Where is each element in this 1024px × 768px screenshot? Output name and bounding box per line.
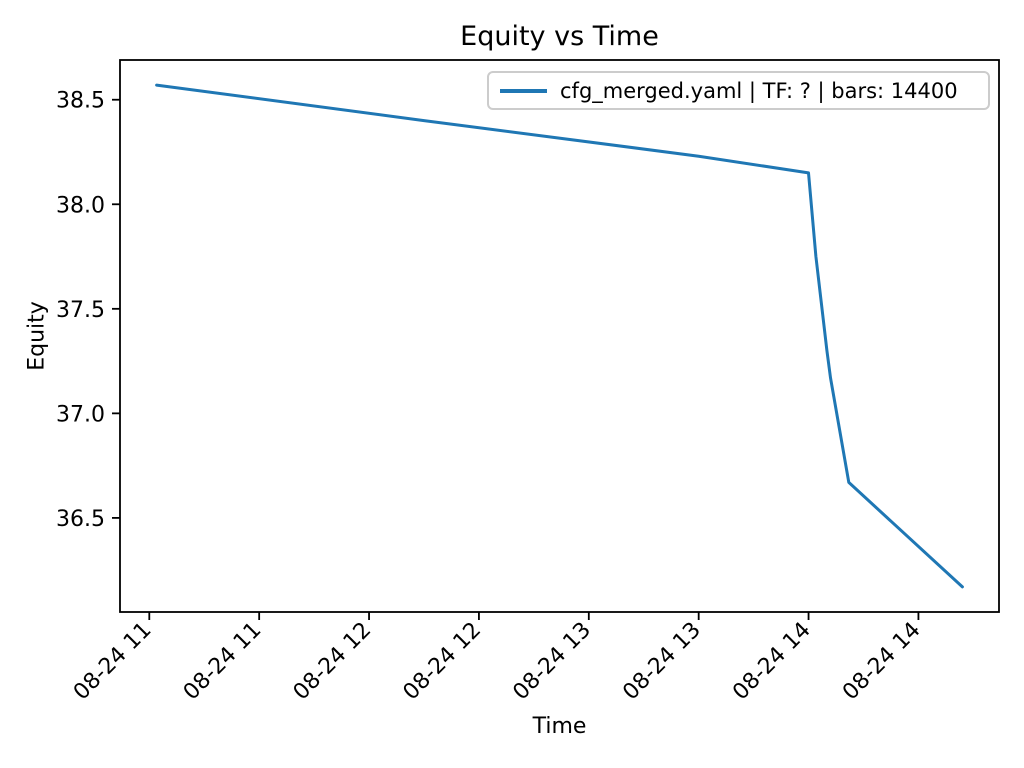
equity-line <box>155 83 964 589</box>
y-tick-label: 36.5 <box>56 507 105 532</box>
x-tick-label: 08-24 12 <box>289 618 377 706</box>
x-tick-label: 08-24 13 <box>508 618 596 706</box>
y-tick-label: 37.5 <box>56 298 105 323</box>
x-axis-label: Time <box>532 714 587 739</box>
y-tick-label: 38.0 <box>56 193 105 218</box>
x-tick-label: 08-24 11 <box>69 618 157 706</box>
legend-box: cfg_merged.yaml | TF: ? | bars: 14400 <box>487 71 990 110</box>
x-tick-label: 08-24 11 <box>179 618 267 706</box>
y-tick-label: 37.0 <box>56 402 105 427</box>
x-tick-label: 08-24 14 <box>728 618 816 706</box>
legend-line-sample-icon <box>500 88 547 93</box>
legend-label: cfg_merged.yaml | TF: ? | bars: 14400 <box>560 78 958 103</box>
chart-title: Equity vs Time <box>460 21 659 52</box>
y-axis-label: Equity <box>24 301 50 371</box>
x-tick-label: 08-24 12 <box>399 618 487 706</box>
plot-border <box>119 59 1000 613</box>
y-tick-label: 38.5 <box>56 89 105 114</box>
x-tick-label: 08-24 13 <box>618 618 706 706</box>
x-tick-label: 08-24 14 <box>838 618 926 706</box>
